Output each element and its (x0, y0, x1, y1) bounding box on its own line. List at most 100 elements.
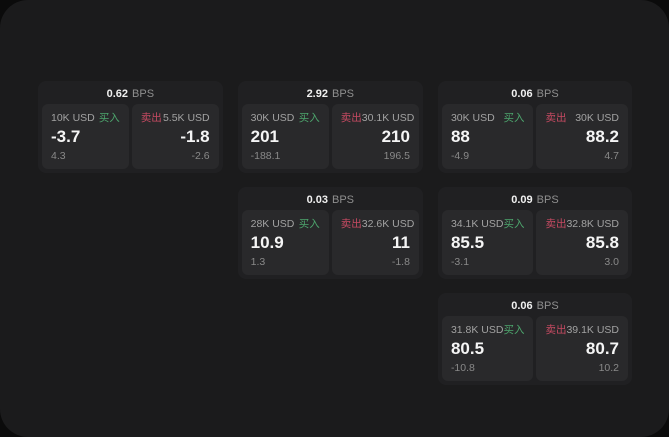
buy-quote-tile[interactable]: 28K USD 买入 10.9 1.3 (241, 210, 329, 275)
buy-quote-tile[interactable]: 30K USD 买入 88 -4.9 (441, 104, 534, 169)
quote-card: 0.09 BPS 34.1K USD 买入 85.5 -3.1 卖出 32.8K… (437, 187, 632, 279)
sell-quote-tile[interactable]: 卖出 39.1K USD 80.7 10.2 (536, 316, 628, 381)
sell-quote-tile[interactable]: 卖出 30.1K USD 210 196.5 (331, 104, 419, 169)
bps-value: 0.03 (306, 194, 328, 206)
sell-side-label: 卖出 (545, 218, 567, 230)
buy-tile-top: 30K USD 买入 (251, 112, 320, 124)
buy-delta: 1.3 (250, 256, 266, 268)
buy-side-label: 买入 (298, 112, 320, 124)
buy-quote-tile[interactable]: 10K USD 买入 -3.7 4.3 (42, 104, 129, 169)
sell-price: -1.8 (180, 127, 210, 146)
buy-tile-top: 31.8K USD 买入 (451, 324, 525, 336)
sell-tile-top: 卖出 32.6K USD (340, 218, 415, 230)
sell-tile-top: 卖出 5.5K USD (141, 112, 210, 124)
quotes-grid: 0.62 BPS 10K USD 买入 -3.7 4.3 卖出 5.5K USD (38, 81, 632, 385)
buy-delta: -10.8 (450, 362, 475, 374)
sell-tile-top: 卖出 39.1K USD (545, 324, 619, 336)
buy-tile-top: 10K USD 买入 (51, 112, 120, 124)
sell-side-label: 卖出 (545, 112, 567, 124)
buy-price: 201 (250, 127, 279, 146)
buy-amount: 28K USD (250, 218, 295, 230)
sell-price: 88.2 (585, 127, 619, 146)
sell-price: 80.7 (585, 339, 619, 358)
sell-tile-top: 卖出 30K USD (545, 112, 619, 124)
sell-price: 85.8 (585, 233, 619, 252)
sell-quote-tile[interactable]: 卖出 32.6K USD 11 -1.8 (331, 210, 419, 275)
sell-delta: 4.7 (604, 150, 619, 162)
bps-header: 0.62 BPS (42, 85, 219, 104)
buy-side-label: 买入 (298, 218, 320, 230)
buy-delta: -3.1 (450, 256, 470, 268)
buy-amount: 31.8K USD (450, 324, 504, 336)
buy-side-label: 买入 (503, 112, 525, 124)
buy-side-label: 买入 (503, 324, 525, 336)
sell-delta: 10.2 (598, 362, 619, 374)
sell-price: 210 (381, 127, 410, 146)
buy-quote-tile[interactable]: 30K USD 买入 201 -188.1 (241, 104, 329, 169)
buy-price: 80.5 (450, 339, 485, 358)
bps-value: 0.09 (511, 194, 533, 206)
buy-amount: 10K USD (51, 112, 95, 124)
buy-amount: 34.1K USD (450, 218, 504, 230)
sell-quote-tile[interactable]: 卖出 32.8K USD 85.8 3.0 (536, 210, 628, 275)
quote-tiles: 30K USD 买入 88 -4.9 卖出 30K USD 88.2 4.7 (441, 104, 628, 169)
quote-card: 0.62 BPS 10K USD 买入 -3.7 4.3 卖出 5.5K USD (38, 81, 223, 173)
sell-delta: -1.8 (391, 256, 410, 268)
sell-amount: 32.8K USD (566, 218, 619, 230)
bps-header: 0.06 BPS (442, 85, 628, 104)
bps-unit-label: BPS (132, 88, 155, 100)
bps-unit-label: BPS (536, 194, 559, 206)
buy-side-label: 买入 (98, 112, 120, 124)
buy-tile-top: 28K USD 买入 (251, 218, 320, 230)
buy-amount: 30K USD (450, 112, 495, 124)
quote-card: 0.06 BPS 30K USD 买入 88 -4.9 卖出 30K USD (437, 81, 632, 173)
bps-value: 2.92 (306, 88, 328, 100)
sell-tile-top: 卖出 32.8K USD (545, 218, 619, 230)
sell-side-label: 卖出 (340, 218, 362, 230)
bps-header: 2.92 BPS (242, 85, 419, 104)
buy-price: 88 (450, 127, 470, 146)
buy-tile-top: 30K USD 买入 (451, 112, 525, 124)
buy-quote-tile[interactable]: 31.8K USD 买入 80.5 -10.8 (441, 316, 534, 381)
bps-value: 0.06 (511, 88, 533, 100)
sell-delta: 196.5 (383, 150, 410, 162)
buy-price: 10.9 (250, 233, 284, 252)
buy-price: -3.7 (51, 127, 81, 146)
buy-price: 85.5 (450, 233, 485, 252)
quote-tiles: 34.1K USD 买入 85.5 -3.1 卖出 32.8K USD 85.8… (441, 210, 628, 275)
bps-header: 0.09 BPS (442, 191, 628, 210)
bps-value: 0.06 (511, 300, 533, 312)
bps-header: 0.06 BPS (442, 297, 628, 316)
buy-delta: 4.3 (51, 150, 66, 162)
quote-tiles: 30K USD 买入 201 -188.1 卖出 30.1K USD 210 1… (241, 104, 419, 169)
sell-delta: 3.0 (604, 256, 619, 268)
sell-price: 11 (391, 233, 410, 252)
sell-side-label: 卖出 (545, 324, 567, 336)
sell-amount: 30.1K USD (361, 112, 415, 124)
quote-card: 0.06 BPS 31.8K USD 买入 80.5 -10.8 卖出 39.1… (437, 293, 632, 385)
sell-amount: 30K USD (575, 112, 619, 124)
bps-value: 0.62 (106, 88, 129, 100)
bps-unit-label: BPS (536, 300, 559, 312)
buy-side-label: 买入 (503, 218, 525, 230)
buy-tile-top: 34.1K USD 买入 (451, 218, 525, 230)
sell-side-label: 卖出 (340, 112, 362, 124)
buy-quote-tile[interactable]: 34.1K USD 买入 85.5 -3.1 (441, 210, 534, 275)
sell-tile-top: 卖出 30.1K USD (340, 112, 415, 124)
buy-delta: -188.1 (250, 150, 281, 162)
sell-quote-tile[interactable]: 卖出 30K USD 88.2 4.7 (536, 104, 628, 169)
bps-header: 0.03 BPS (242, 191, 419, 210)
bps-unit-label: BPS (331, 88, 354, 100)
buy-amount: 30K USD (250, 112, 295, 124)
bps-unit-label: BPS (536, 88, 559, 100)
sell-amount: 5.5K USD (162, 112, 210, 124)
sell-amount: 39.1K USD (566, 324, 619, 336)
quote-tiles: 10K USD 买入 -3.7 4.3 卖出 5.5K USD -1.8 -2.… (42, 104, 219, 169)
quote-card: 0.03 BPS 28K USD 买入 10.9 1.3 卖出 32.6K US… (237, 187, 423, 279)
buy-delta: -4.9 (450, 150, 470, 162)
sell-quote-tile[interactable]: 卖出 5.5K USD -1.8 -2.6 (131, 104, 219, 169)
sell-side-label: 卖出 (140, 112, 162, 124)
bps-unit-label: BPS (331, 194, 354, 206)
sell-delta: -2.6 (191, 150, 210, 162)
